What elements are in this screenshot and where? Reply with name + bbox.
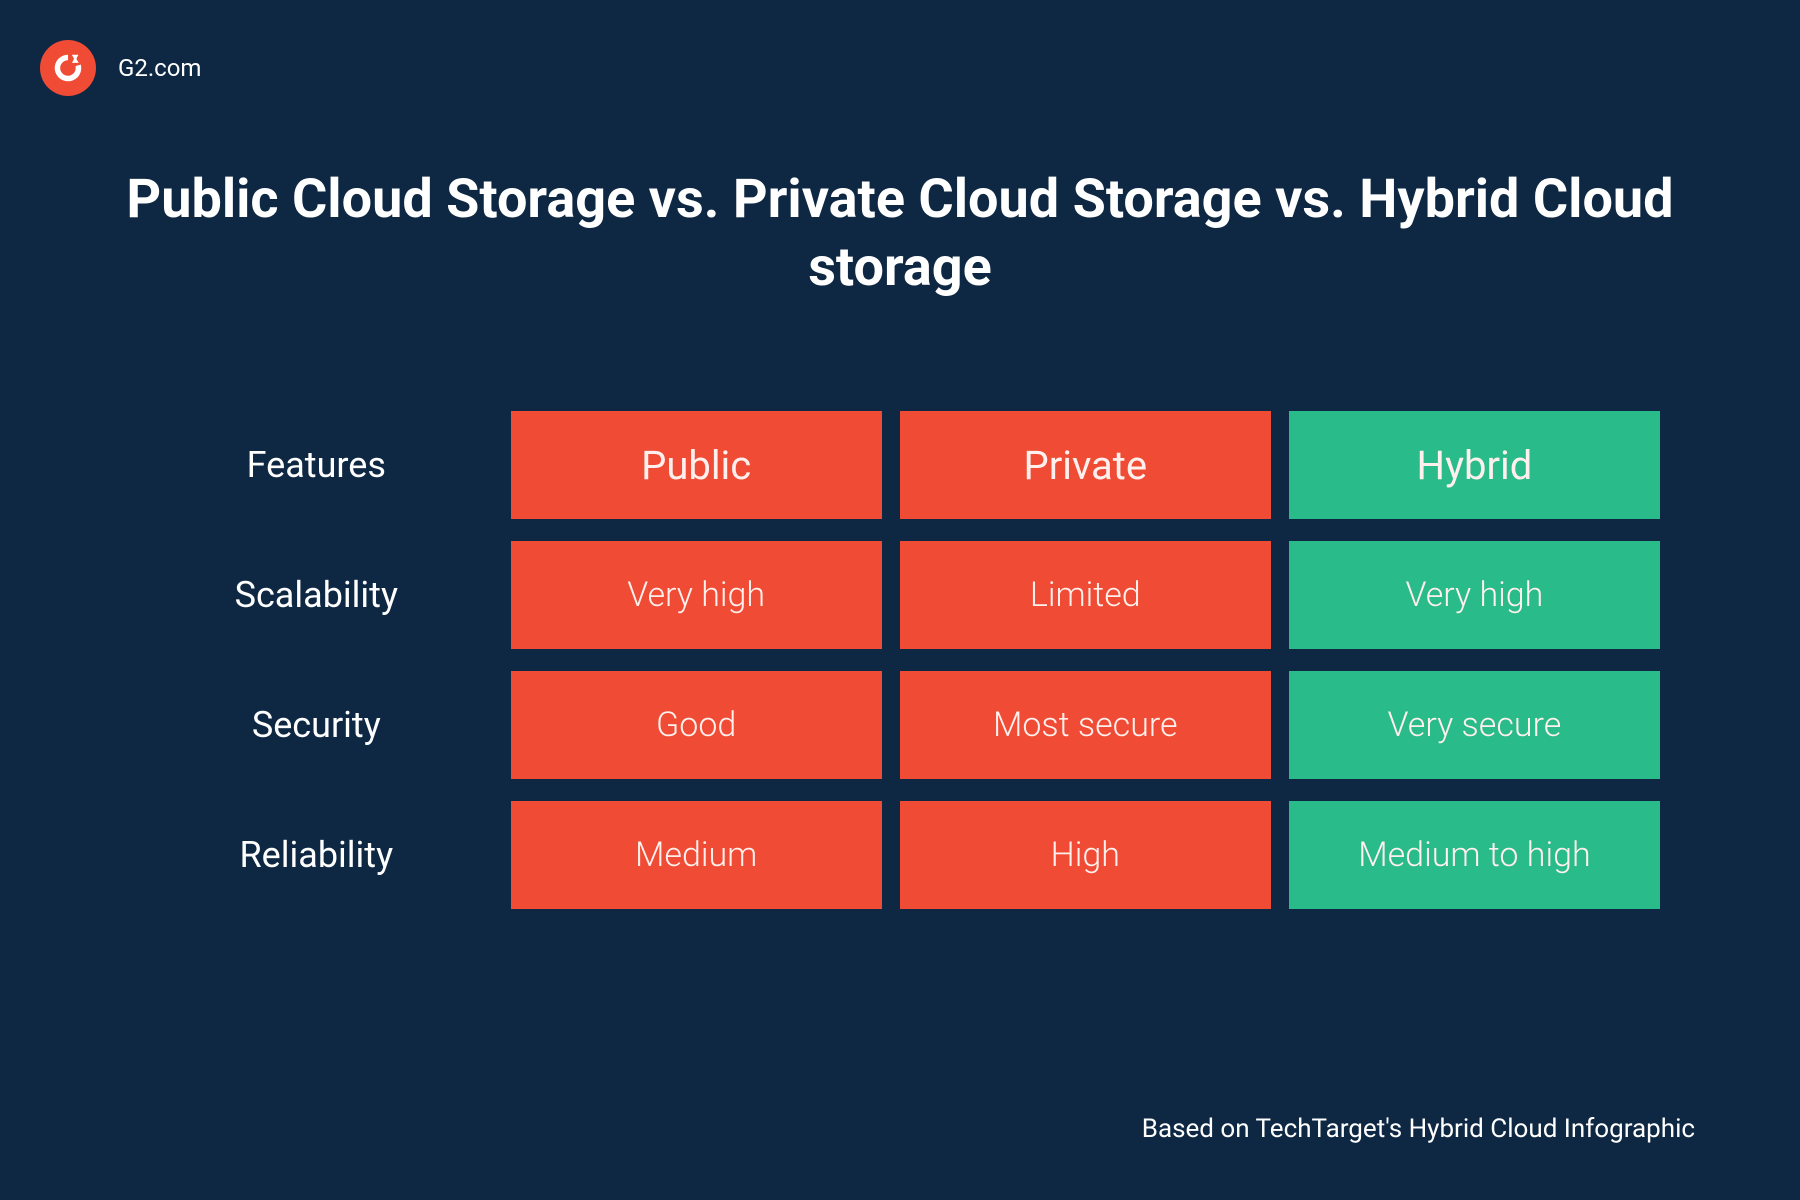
row-label: Scalability: [140, 541, 493, 649]
table-cell: Medium to high: [1289, 801, 1660, 909]
comparison-table: FeaturesPublicPrivateHybridScalabilityVe…: [140, 411, 1660, 909]
column-header: Hybrid: [1289, 411, 1660, 519]
g2-logo-icon: [40, 40, 96, 96]
table-cell: Most secure: [900, 671, 1271, 779]
column-header: Public: [511, 411, 882, 519]
table-cell: Limited: [900, 541, 1271, 649]
page-title: Public Cloud Storage vs. Private Cloud S…: [0, 166, 1800, 301]
table-cell: Very high: [511, 541, 882, 649]
table-cell: Good: [511, 671, 882, 779]
table-cell: High: [900, 801, 1271, 909]
brand-label: G2.com: [118, 54, 201, 82]
column-header: Private: [900, 411, 1271, 519]
table-cell: Medium: [511, 801, 882, 909]
attribution-text: Based on TechTarget's Hybrid Cloud Infog…: [1142, 1114, 1695, 1144]
row-label: Features: [140, 411, 493, 519]
row-label: Reliability: [140, 801, 493, 909]
header: G2.com: [0, 0, 1800, 96]
table-cell: Very secure: [1289, 671, 1660, 779]
row-label: Security: [140, 671, 493, 779]
table-cell: Very high: [1289, 541, 1660, 649]
